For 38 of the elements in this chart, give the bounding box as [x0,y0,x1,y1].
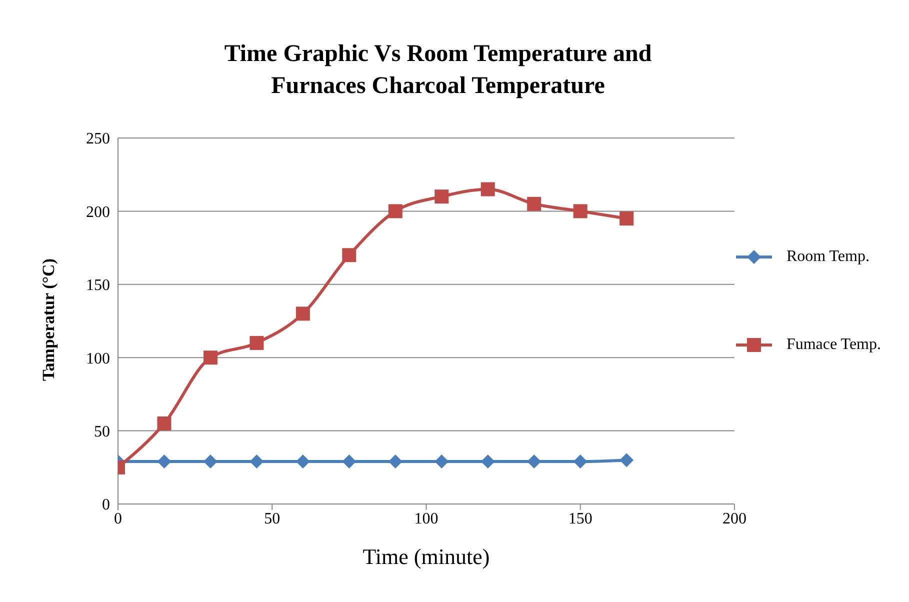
point [296,454,310,469]
point [527,196,542,211]
point [527,454,542,469]
point [342,454,356,469]
point [573,204,588,218]
point [157,416,172,430]
point [342,248,356,262]
point [434,454,449,469]
x-tick-label: 0 [114,510,122,528]
point [296,306,310,321]
y-axis-title: Tamperatur (°C) [39,258,58,381]
legend-label: Fumace Temp. [786,336,881,354]
x-tick-label: 100 [414,510,438,528]
x-axis-title: Time (minute) [362,544,490,569]
point [480,182,495,196]
point [388,454,402,469]
point [203,454,218,469]
point [434,190,449,204]
point [388,204,402,218]
y-tick-label: 50 [94,423,110,440]
legend-label: Room Temp. [786,248,870,266]
x-tick-label: 150 [568,510,592,528]
y-tick-label: 100 [86,350,110,368]
point [250,336,264,350]
point [620,212,634,226]
chart-title: Time Graphic Vs Room Temperature and Furnaces Charcoal Temperature [223,40,653,101]
x-tick-label: 200 [722,510,746,528]
y-tick-label: 200 [86,204,110,221]
y-tick-label: 250 [86,130,110,148]
y-tick-label: 0 [102,496,110,514]
point [203,350,218,365]
x-tick-label: 50 [264,510,280,528]
y-tick-label: 150 [86,277,110,294]
point [480,454,495,469]
point [620,453,634,468]
point [250,454,264,469]
point [157,454,172,469]
point [573,454,588,469]
